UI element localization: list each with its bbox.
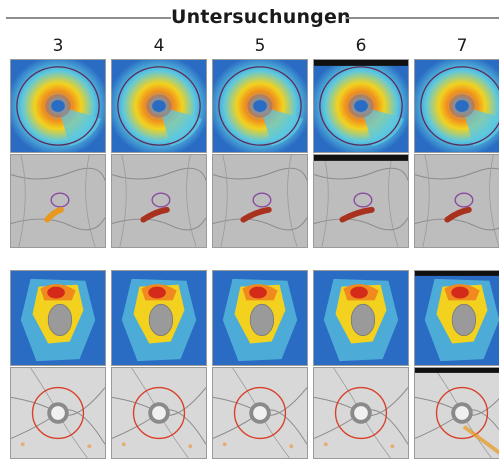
header-rule-left — [6, 17, 171, 19]
macular-fundus-image-5 — [212, 154, 308, 248]
macular-thickness-map-3 — [10, 59, 106, 153]
optic-nerve-fundus-image-3 — [10, 367, 106, 459]
column-label-7: 7 — [456, 36, 468, 56]
macular-fundus-image-7 — [414, 154, 499, 248]
macular-fundus-image-4 — [111, 154, 207, 248]
optic-nerve-thickness-map-3 — [10, 270, 106, 366]
optic-nerve-thickness-map-4 — [111, 270, 207, 366]
optic-nerve-thickness-map-5 — [212, 270, 308, 366]
macular-thickness-map-7 — [414, 59, 499, 153]
macular-fundus-image-6 — [313, 154, 409, 248]
optic-nerve-fundus-image-5 — [212, 367, 308, 459]
optic-nerve-thickness-map-7 — [414, 270, 499, 366]
column-label-3: 3 — [52, 36, 64, 56]
header-rule-right — [346, 17, 499, 19]
column-label-6: 6 — [355, 36, 367, 56]
header-title: Untersuchungen — [171, 6, 351, 28]
macular-thickness-map-4 — [111, 59, 207, 153]
optic-nerve-fundus-image-6 — [313, 367, 409, 459]
header: Untersuchungen — [0, 0, 499, 30]
macular-fundus-image-3 — [10, 154, 106, 248]
optic-nerve-fundus-image-7 — [414, 367, 499, 459]
macular-thickness-map-6 — [313, 59, 409, 153]
optic-nerve-thickness-map-6 — [313, 270, 409, 366]
column-label-4: 4 — [153, 36, 165, 56]
optic-nerve-fundus-image-4 — [111, 367, 207, 459]
macular-thickness-map-5 — [212, 59, 308, 153]
column-label-5: 5 — [254, 36, 266, 56]
